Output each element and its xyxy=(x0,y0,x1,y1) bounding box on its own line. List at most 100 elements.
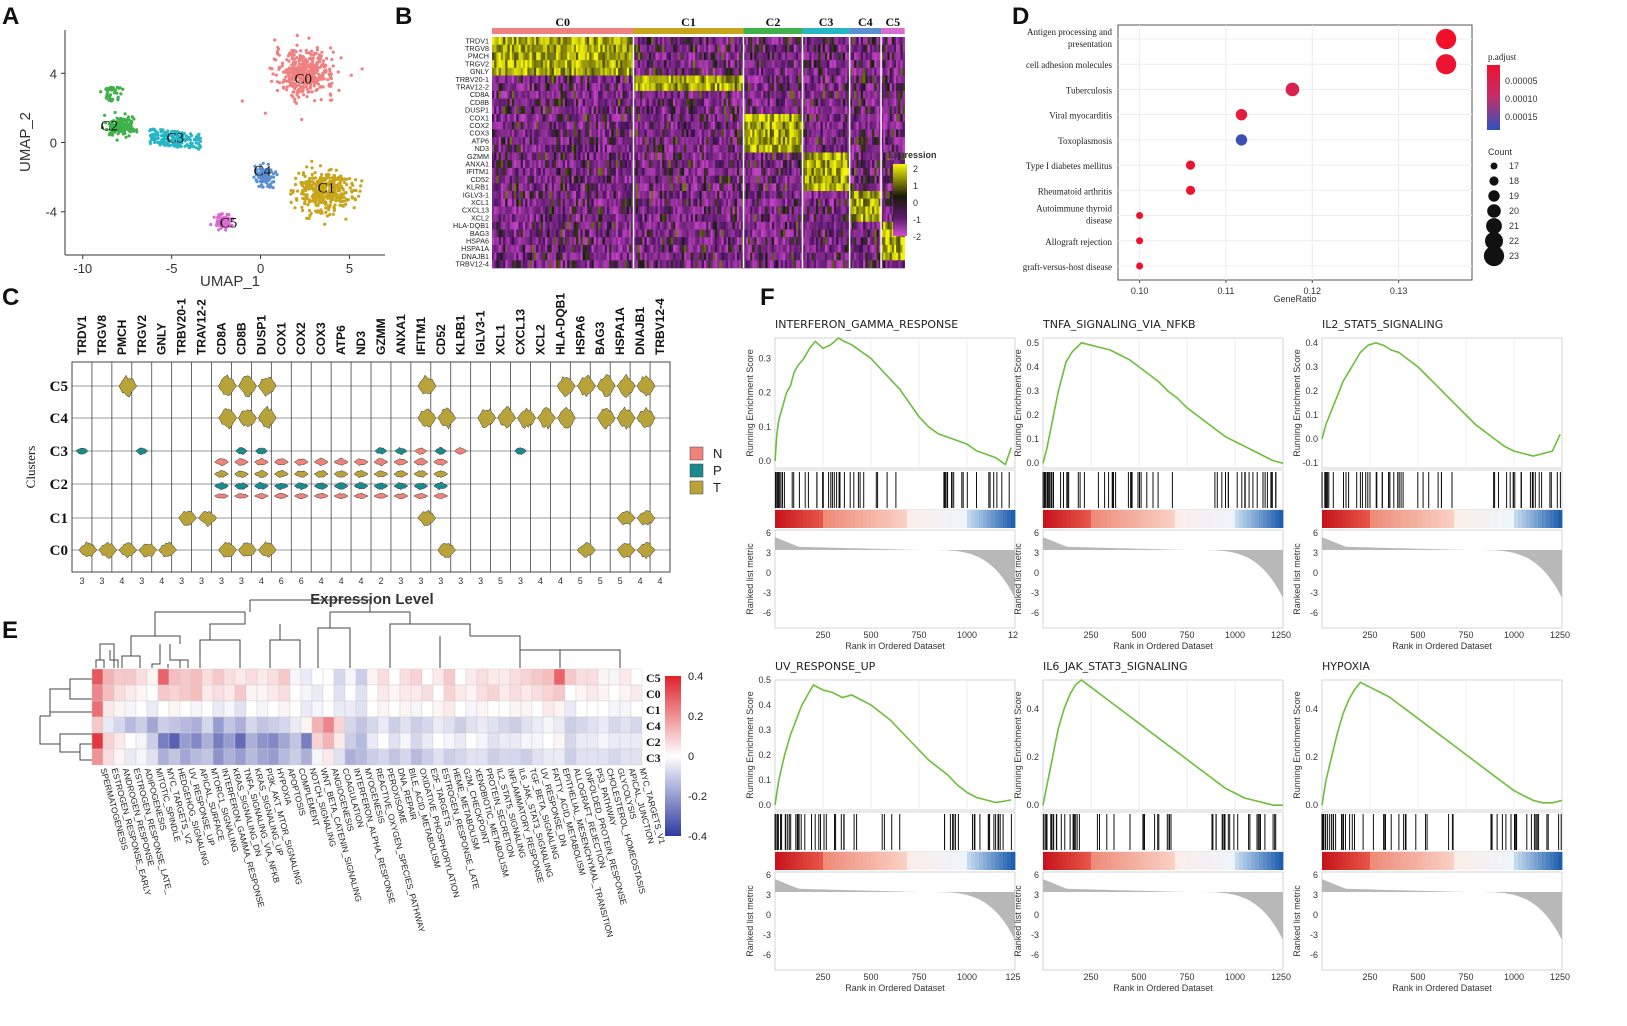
heatmap-cell xyxy=(500,191,504,199)
heatmap-cell xyxy=(655,83,658,92)
heatmap-cell xyxy=(573,167,577,176)
heatmap-cell xyxy=(785,75,788,84)
umap-point xyxy=(116,96,120,100)
heatmap-cell xyxy=(573,252,577,261)
heatmap-cell xyxy=(542,175,546,184)
heatmap-cell xyxy=(518,221,522,230)
umap-point xyxy=(112,91,116,95)
heatmap-cell xyxy=(545,160,548,169)
heatmap-cell xyxy=(706,98,709,107)
heatmap-cell xyxy=(496,175,499,184)
heatmap-cell xyxy=(611,137,614,146)
heatmap-cell xyxy=(642,152,645,161)
heatmap-cell xyxy=(589,260,592,269)
heatmap-cell xyxy=(644,90,647,99)
heatmap-cell xyxy=(584,183,588,192)
heatmap-cell xyxy=(606,160,610,169)
heatmap-cell xyxy=(529,121,533,130)
heatmap-cell xyxy=(686,121,689,130)
heatmap-cell xyxy=(659,44,663,53)
heatmap-cell xyxy=(679,75,683,84)
heatmap-cell xyxy=(611,191,614,199)
heatmap-cell xyxy=(509,129,513,138)
heatmap-cell xyxy=(564,252,568,261)
heatmap-cell xyxy=(629,60,632,69)
heatmap-cell xyxy=(591,167,594,176)
heatmap-cell xyxy=(646,90,650,99)
heatmap-cell xyxy=(734,198,738,207)
heatmap-cell xyxy=(536,75,539,84)
heatmap-cell xyxy=(657,175,661,184)
heatmap-cell xyxy=(756,90,760,99)
heatmap-cell xyxy=(637,183,641,192)
heatmap-cell xyxy=(562,37,566,45)
umap-point xyxy=(289,53,293,57)
heatmap-cell xyxy=(525,160,528,169)
heatmap-cell xyxy=(622,106,625,115)
heatmap-cell xyxy=(540,198,544,207)
heatmap-cell xyxy=(717,137,720,146)
heatmap-cell xyxy=(569,206,572,215)
heatmap-cell xyxy=(529,221,533,230)
heatmap-cell xyxy=(734,67,738,76)
heatmap-cell xyxy=(668,83,672,92)
heatmap-cell xyxy=(593,137,597,146)
heatmap-cell xyxy=(598,114,601,122)
heatmap-cell xyxy=(679,160,683,169)
heatmap-cell xyxy=(690,114,694,122)
heatmap-cell xyxy=(673,167,676,176)
heatmap-cell xyxy=(505,206,508,215)
heatmap-cell xyxy=(598,60,601,69)
heatmap-cell xyxy=(549,206,552,215)
heatmap-cell xyxy=(662,221,665,230)
umap-point xyxy=(333,183,337,187)
heatmap-cell xyxy=(642,44,645,53)
heatmap-cell xyxy=(498,52,502,61)
heatmap-cell xyxy=(613,75,617,84)
heatmap-cell xyxy=(666,44,669,53)
heatmap-cell xyxy=(591,252,594,261)
heatmap-cell xyxy=(529,260,533,269)
heatmap-cell xyxy=(677,152,680,161)
heatmap-cell xyxy=(531,229,535,238)
heatmap-cell xyxy=(571,67,575,76)
heatmap-cell xyxy=(646,83,650,92)
heatmap-cell xyxy=(798,67,801,76)
heatmap-cell xyxy=(758,60,762,69)
heatmap-cell xyxy=(659,191,663,199)
heatmap-cell xyxy=(498,37,502,45)
heatmap-cell xyxy=(518,160,522,169)
heatmap-cell xyxy=(684,191,687,199)
heatmap-cell xyxy=(600,98,603,107)
heatmap-cell xyxy=(629,129,632,138)
heatmap-cell xyxy=(531,183,535,192)
heatmap-cell xyxy=(754,37,757,45)
heatmap-cell xyxy=(706,137,709,146)
heatmap-cell xyxy=(653,175,656,184)
heatmap-cell xyxy=(587,129,590,138)
heatmap-cell xyxy=(600,90,603,99)
heatmap-cell xyxy=(505,67,508,76)
heatmap-cell xyxy=(673,160,676,169)
heatmap-cell xyxy=(492,83,495,92)
heatmap-cell xyxy=(644,214,647,223)
heatmap-cell xyxy=(697,75,700,84)
heatmap-cell xyxy=(527,244,530,253)
heatmap-cell xyxy=(668,121,672,130)
umap-point xyxy=(329,180,333,184)
heatmap-cell xyxy=(593,106,597,115)
heatmap-cell xyxy=(666,67,669,76)
heatmap-cell xyxy=(699,98,702,107)
heatmap-cell xyxy=(536,144,539,153)
heatmap-cell xyxy=(615,167,619,176)
heatmap-cell xyxy=(527,121,530,130)
heatmap-cell xyxy=(553,260,557,269)
heatmap-cell xyxy=(692,214,696,223)
heatmap-cell xyxy=(717,98,720,107)
heatmap-cell xyxy=(618,90,621,99)
heatmap-cell xyxy=(670,152,674,161)
heatmap-cell xyxy=(637,214,641,223)
heatmap-cell xyxy=(514,60,517,69)
heatmap-cell xyxy=(655,75,658,84)
umap-point xyxy=(291,82,295,86)
